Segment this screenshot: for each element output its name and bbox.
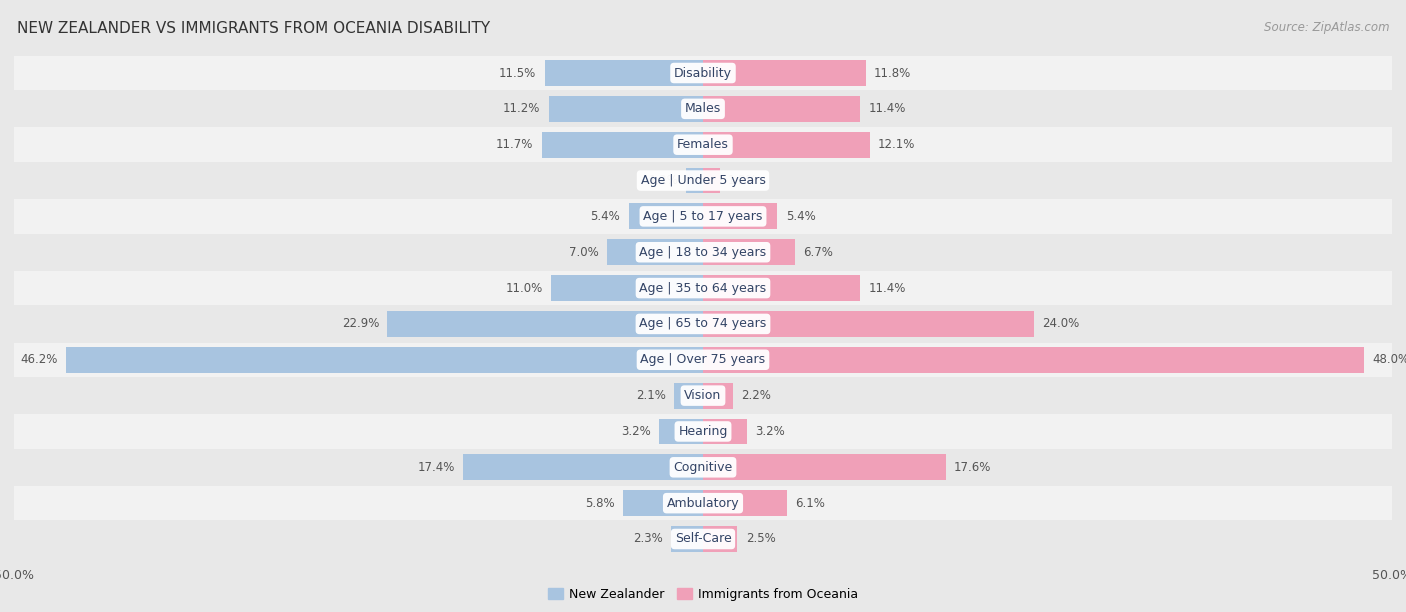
Bar: [623, 490, 703, 516]
Text: 5.4%: 5.4%: [786, 210, 815, 223]
Bar: [703, 60, 866, 86]
Text: 46.2%: 46.2%: [21, 353, 58, 366]
Bar: [0, 235, 1406, 269]
Text: 17.4%: 17.4%: [418, 461, 456, 474]
Text: 2.1%: 2.1%: [636, 389, 666, 402]
Text: 5.4%: 5.4%: [591, 210, 620, 223]
Text: Age | Under 5 years: Age | Under 5 years: [641, 174, 765, 187]
Bar: [703, 382, 734, 409]
Text: 12.1%: 12.1%: [877, 138, 915, 151]
Bar: [0, 199, 1406, 234]
Text: Males: Males: [685, 102, 721, 115]
Bar: [0, 56, 1406, 90]
Text: Source: ZipAtlas.com: Source: ZipAtlas.com: [1264, 21, 1389, 34]
Bar: [463, 454, 703, 480]
Text: 5.8%: 5.8%: [585, 497, 614, 510]
Bar: [703, 168, 720, 193]
Bar: [703, 275, 860, 301]
Text: 7.0%: 7.0%: [568, 246, 599, 259]
Bar: [541, 132, 703, 158]
Bar: [0, 163, 1406, 198]
Text: 11.5%: 11.5%: [499, 67, 536, 80]
Bar: [703, 490, 787, 516]
Bar: [703, 311, 1033, 337]
Text: 1.2%: 1.2%: [648, 174, 678, 187]
Bar: [673, 382, 703, 409]
Bar: [703, 526, 738, 552]
Bar: [0, 486, 1406, 520]
Bar: [0, 92, 1406, 126]
Bar: [0, 271, 1406, 305]
Text: 11.0%: 11.0%: [506, 282, 543, 294]
Bar: [0, 450, 1406, 485]
Bar: [0, 378, 1406, 413]
Bar: [671, 526, 703, 552]
Text: Disability: Disability: [673, 67, 733, 80]
Text: Females: Females: [678, 138, 728, 151]
Bar: [703, 239, 796, 265]
Text: 11.7%: 11.7%: [496, 138, 533, 151]
Bar: [544, 60, 703, 86]
Bar: [703, 203, 778, 230]
Text: Age | 35 to 64 years: Age | 35 to 64 years: [640, 282, 766, 294]
Text: Ambulatory: Ambulatory: [666, 497, 740, 510]
Text: 3.2%: 3.2%: [755, 425, 785, 438]
Bar: [551, 275, 703, 301]
Text: 11.8%: 11.8%: [875, 67, 911, 80]
Text: 48.0%: 48.0%: [1372, 353, 1406, 366]
Bar: [66, 347, 703, 373]
Text: 6.1%: 6.1%: [796, 497, 825, 510]
Text: 17.6%: 17.6%: [953, 461, 991, 474]
Bar: [628, 203, 703, 230]
Text: 11.2%: 11.2%: [503, 102, 540, 115]
Text: 2.2%: 2.2%: [741, 389, 772, 402]
Text: Age | 65 to 74 years: Age | 65 to 74 years: [640, 318, 766, 330]
Text: NEW ZEALANDER VS IMMIGRANTS FROM OCEANIA DISABILITY: NEW ZEALANDER VS IMMIGRANTS FROM OCEANIA…: [17, 21, 491, 37]
Bar: [703, 96, 860, 122]
Bar: [388, 311, 703, 337]
Bar: [659, 419, 703, 444]
Bar: [0, 414, 1406, 449]
Bar: [0, 307, 1406, 341]
Bar: [0, 522, 1406, 556]
Text: 24.0%: 24.0%: [1042, 318, 1080, 330]
Text: Vision: Vision: [685, 389, 721, 402]
Bar: [0, 127, 1406, 162]
Text: 6.7%: 6.7%: [804, 246, 834, 259]
Bar: [703, 132, 870, 158]
Text: 1.2%: 1.2%: [728, 174, 758, 187]
Bar: [703, 454, 945, 480]
Bar: [703, 419, 747, 444]
Text: Age | 5 to 17 years: Age | 5 to 17 years: [644, 210, 762, 223]
Text: 11.4%: 11.4%: [869, 102, 905, 115]
Text: 22.9%: 22.9%: [342, 318, 380, 330]
Text: Age | 18 to 34 years: Age | 18 to 34 years: [640, 246, 766, 259]
Text: Cognitive: Cognitive: [673, 461, 733, 474]
Legend: New Zealander, Immigrants from Oceania: New Zealander, Immigrants from Oceania: [543, 583, 863, 606]
Bar: [548, 96, 703, 122]
Text: Self-Care: Self-Care: [675, 532, 731, 545]
Bar: [606, 239, 703, 265]
Text: 11.4%: 11.4%: [869, 282, 905, 294]
Text: 2.3%: 2.3%: [633, 532, 664, 545]
Bar: [0, 343, 1406, 377]
Text: Age | Over 75 years: Age | Over 75 years: [641, 353, 765, 366]
Text: Hearing: Hearing: [678, 425, 728, 438]
Text: 2.5%: 2.5%: [745, 532, 776, 545]
Bar: [703, 347, 1364, 373]
Text: 3.2%: 3.2%: [621, 425, 651, 438]
Bar: [686, 168, 703, 193]
